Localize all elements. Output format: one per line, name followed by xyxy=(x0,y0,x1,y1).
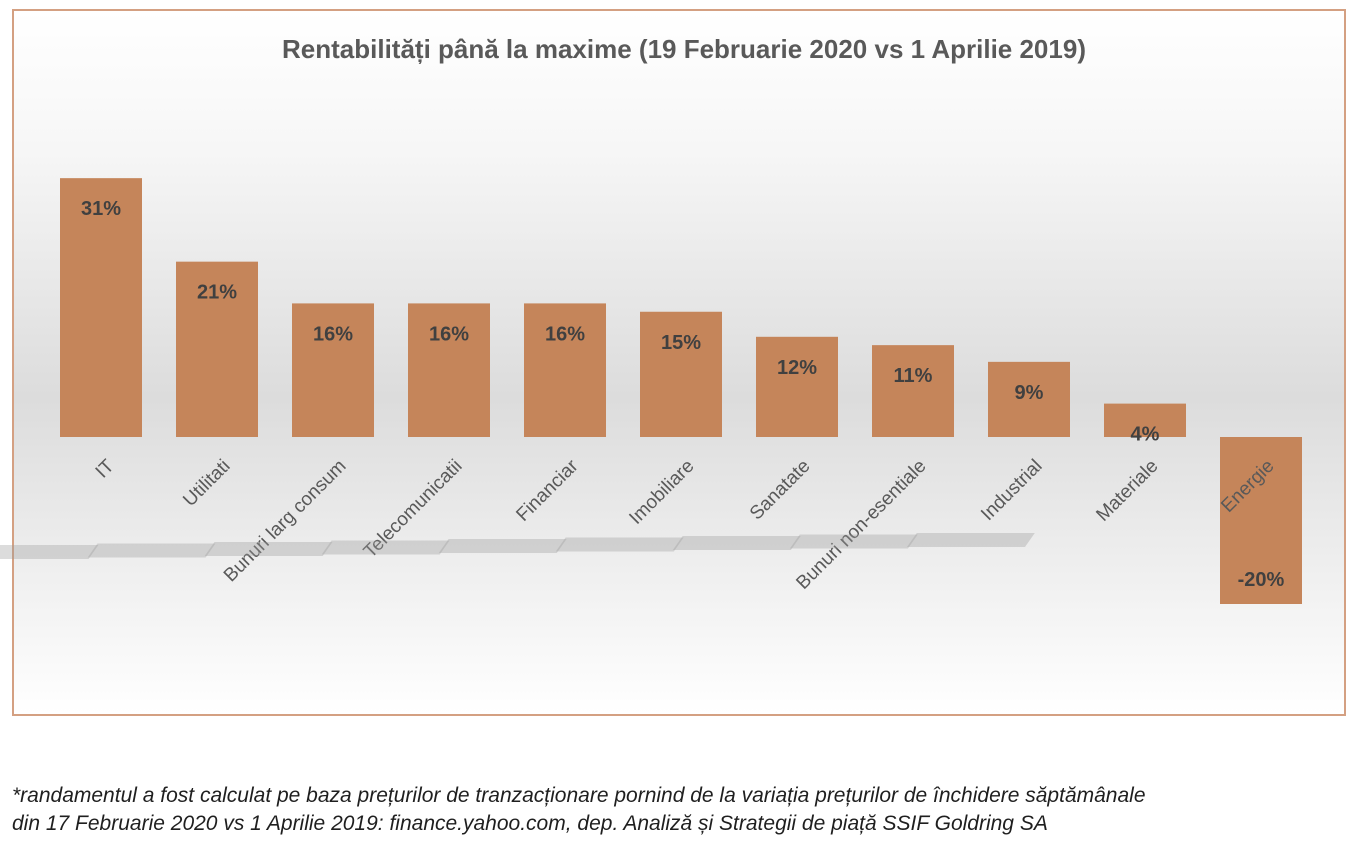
bar-8 xyxy=(988,361,1070,437)
bar-0 xyxy=(60,178,142,437)
category-label-8: Industrial xyxy=(977,456,1046,525)
footnote-line-1: *randamentul a fost calculat pe baza pre… xyxy=(12,784,1146,807)
bar-9 xyxy=(1104,403,1186,437)
data-label-8: 9% xyxy=(1015,382,1044,404)
bar-chart: 31% IT 21% Utilitati 16% Bunuri larg consum 16… xyxy=(0,178,1302,604)
bar-shadow-2 xyxy=(0,545,99,559)
bar-7 xyxy=(872,345,954,437)
data-label-6: 12% xyxy=(777,357,817,379)
bar-shadow-8 xyxy=(672,536,801,550)
bar-5 xyxy=(640,311,722,437)
data-label-7: 11% xyxy=(894,365,933,387)
bar-10 xyxy=(1220,437,1302,604)
data-label-10: -20% xyxy=(1238,569,1285,591)
bar-2 xyxy=(292,303,374,437)
category-label-5: Imobiliare xyxy=(625,456,698,529)
category-label-1: Utilitati xyxy=(179,456,234,511)
bar-shadow-3 xyxy=(87,543,216,558)
bar-shadow-6 xyxy=(438,539,567,553)
category-label-4: Financiar xyxy=(512,455,583,526)
bar-shadow-4 xyxy=(204,542,333,556)
chart-title: Rentabilități până la maxime (19 Februar… xyxy=(282,34,1086,64)
data-label-9: 4% xyxy=(1131,424,1160,446)
data-label-4: 16% xyxy=(545,323,585,345)
bar-shadow-5 xyxy=(321,540,450,555)
footnote: *randamentul a fost calculat pe baza pre… xyxy=(12,782,1352,838)
data-label-2: 16% xyxy=(313,323,353,345)
bar-shadow-9 xyxy=(789,534,918,549)
bar-shadow-10 xyxy=(906,533,1035,547)
bar-6 xyxy=(756,336,838,437)
data-label-3: 16% xyxy=(429,323,469,345)
data-label-1: 21% xyxy=(197,282,237,304)
bar-shadow-7 xyxy=(555,537,684,552)
footnote-line-2: din 17 Februarie 2020 vs 1 Aprilie 2019:… xyxy=(12,812,1048,835)
category-label-6: Sanatate xyxy=(746,456,815,525)
category-label-0: IT xyxy=(92,455,119,482)
bar-4 xyxy=(524,303,606,437)
bar-3 xyxy=(408,303,490,437)
bar-1 xyxy=(176,261,258,437)
category-label-7: Bunuri non-esentiale xyxy=(792,456,930,594)
data-label-5: 15% xyxy=(661,332,701,354)
data-label-0: 31% xyxy=(81,198,121,220)
category-label-2: Bunuri larg consum xyxy=(220,456,351,587)
category-label-9: Materiale xyxy=(1092,456,1162,526)
